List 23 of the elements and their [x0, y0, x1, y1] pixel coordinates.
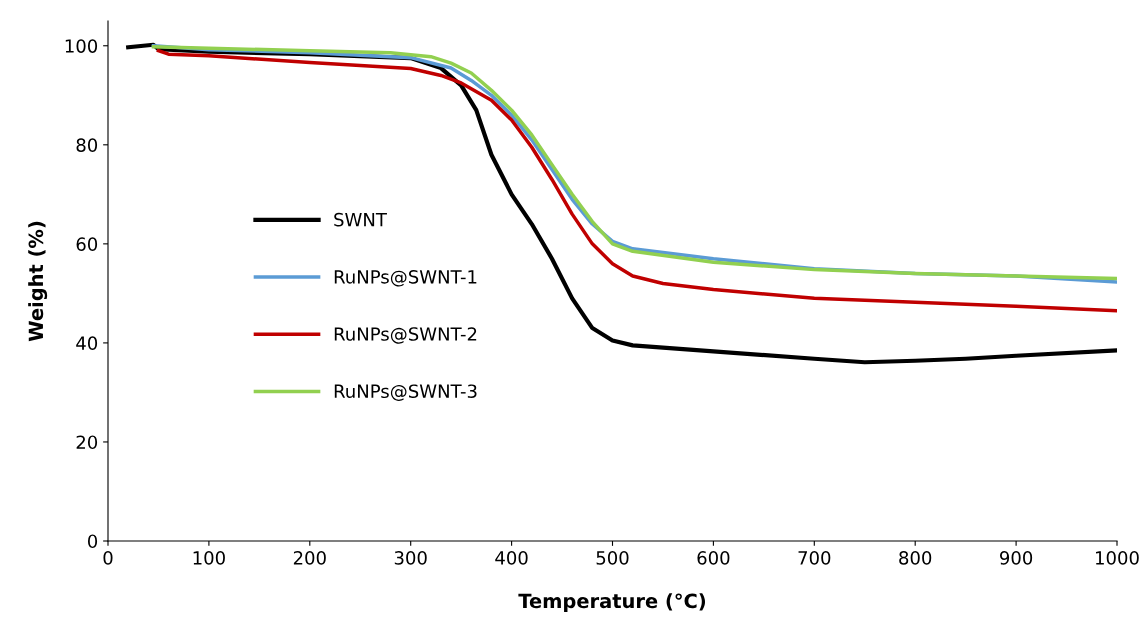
y-tick-label: 40: [76, 336, 98, 351]
x-tick-label: 400: [495, 551, 528, 565]
y-tick-label: 80: [76, 138, 98, 152]
x-tick-label: 100: [193, 551, 225, 565]
x-tick-label: 500: [596, 551, 629, 565]
legend-label: RuNPs@SWNT-1: [334, 269, 477, 287]
x-tick-label: 600: [697, 551, 730, 565]
x-tick-label: 800: [899, 551, 932, 565]
y-axis-title: Weight (%): [28, 221, 48, 342]
legend-label: RuNPs@SWNT-3: [334, 384, 477, 401]
x-tick-label: 900: [1000, 551, 1033, 565]
x-tick-label: 1000: [1096, 551, 1139, 565]
x-tick-label: 0: [103, 551, 113, 565]
x-axis-title: Temperature (°C): [518, 593, 706, 613]
y-tick-label: 100: [65, 39, 98, 53]
y-tick-label: 0: [87, 534, 98, 549]
legend-label: RuNPs@SWNT-2: [334, 327, 477, 344]
x-tick-label: 300: [394, 551, 427, 565]
legend-label: SWNT: [334, 212, 387, 227]
y-tick-label: 60: [76, 237, 98, 251]
x-tick-label: 700: [798, 551, 831, 565]
y-tick-label: 20: [76, 435, 98, 450]
x-tick-label: 200: [293, 551, 326, 565]
